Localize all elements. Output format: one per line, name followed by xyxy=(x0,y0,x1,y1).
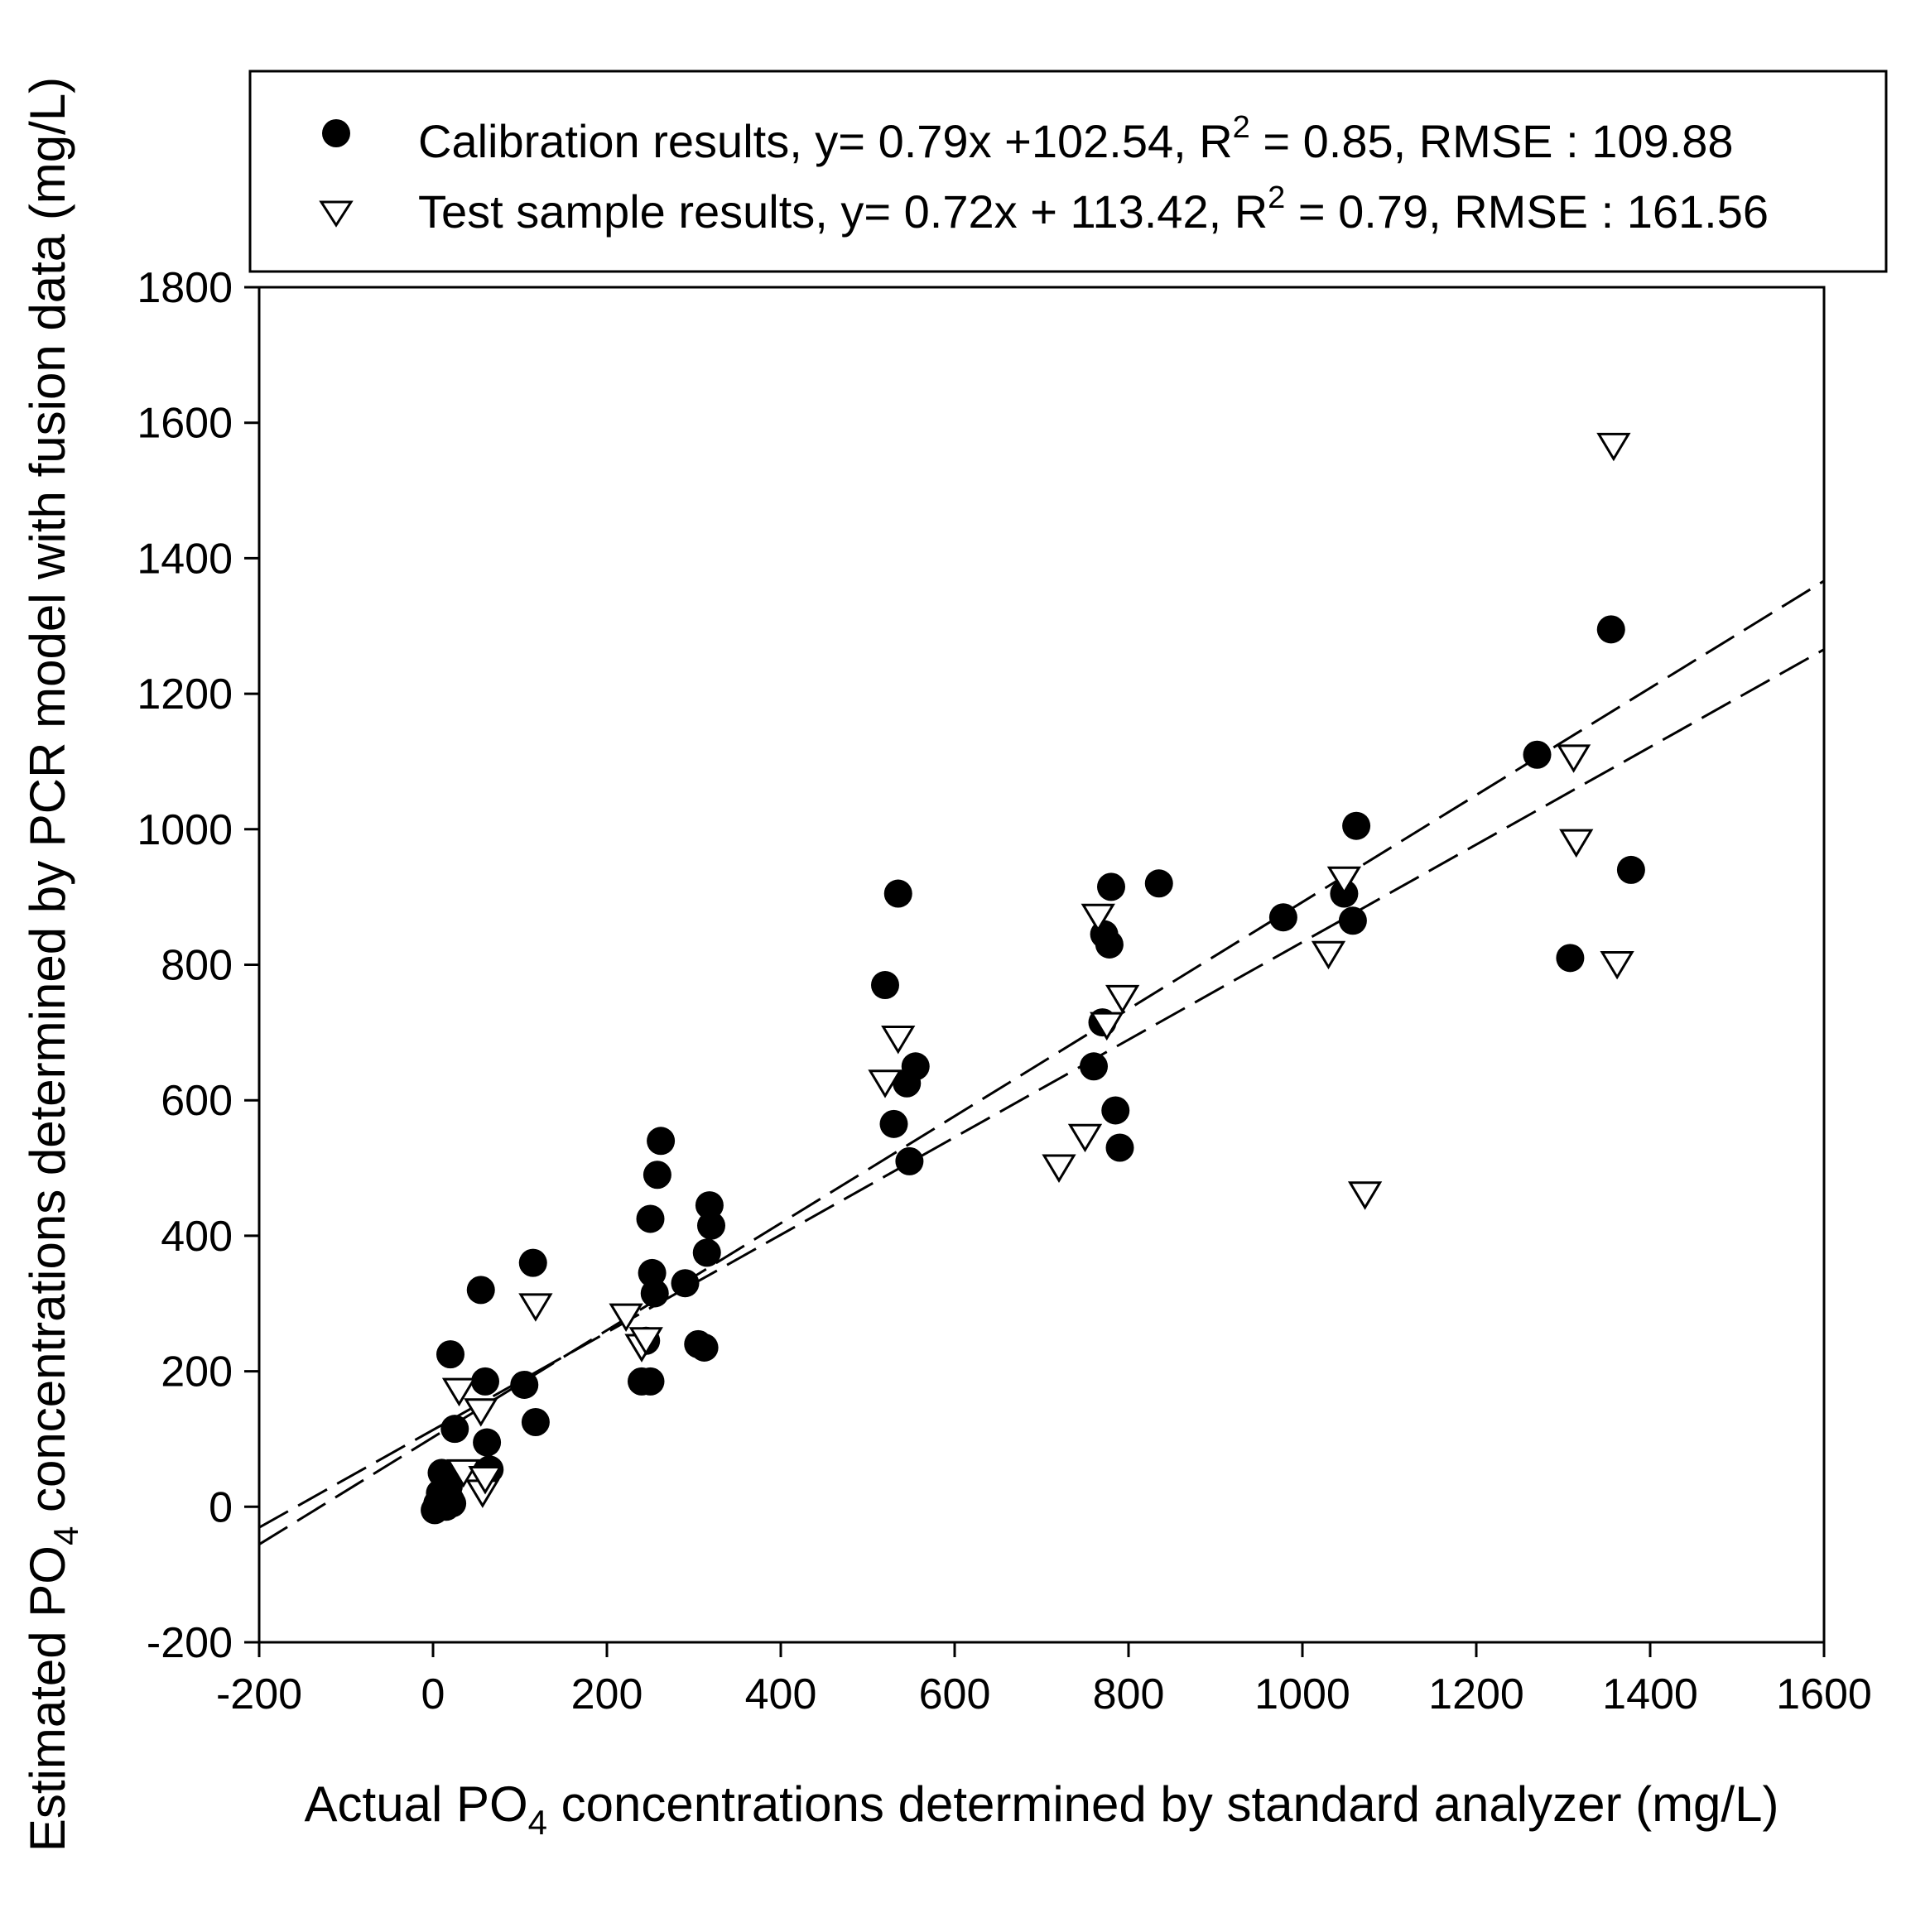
legend-marker-test xyxy=(319,200,354,228)
calibration-point xyxy=(473,1428,502,1457)
calibration-point xyxy=(895,1146,924,1175)
calibration-point xyxy=(436,1340,464,1369)
calibration-point xyxy=(1101,1096,1130,1125)
legend-marker-calibration xyxy=(322,119,350,147)
x-tick-label: 800 xyxy=(1093,1670,1165,1718)
test-sample-point xyxy=(881,1026,916,1055)
test-sample-point xyxy=(518,1293,553,1322)
calibration-point xyxy=(1342,811,1371,840)
calibration-point xyxy=(879,1109,908,1138)
test-sample-point xyxy=(628,1327,663,1356)
y-tick-label: 1000 xyxy=(137,806,233,854)
calibration-point xyxy=(438,1489,467,1518)
test-sample-point xyxy=(868,1069,902,1098)
data-points xyxy=(421,432,1645,1525)
x-tick-label: -200 xyxy=(216,1670,302,1718)
test-sample-point xyxy=(1347,1181,1383,1210)
y-axis: -200 0 200 400 600 800 1000 1200 1400 1600 1800 xyxy=(137,264,259,1667)
calibration-point xyxy=(883,879,912,908)
y-axis-title: Estimated PO4 concentrations determined … xyxy=(20,77,85,1852)
calibration-point xyxy=(636,1204,665,1233)
calibration-point xyxy=(636,1367,665,1396)
test-sample-point xyxy=(441,1377,477,1407)
test-sample-point xyxy=(1326,866,1362,896)
calibration-point xyxy=(1523,740,1552,769)
x-tick-label: 1000 xyxy=(1254,1670,1350,1718)
calibration-point xyxy=(640,1279,669,1308)
legend: Calibration results, y= 0.79x +102.54, R… xyxy=(248,70,1888,273)
calibration-point xyxy=(1095,930,1124,959)
legend-label-test: Test sample results, y= 0.72x + 113.42, … xyxy=(418,180,1769,238)
y-tick-label: 600 xyxy=(161,1077,233,1125)
legend-box xyxy=(248,70,1888,273)
calibration-point xyxy=(521,1407,550,1436)
y-tick-label: 1800 xyxy=(137,264,233,312)
x-tick-label: 1400 xyxy=(1602,1670,1698,1718)
y-tick-label: -200 xyxy=(147,1619,233,1667)
calibration-point xyxy=(647,1127,676,1156)
calibration-point xyxy=(1616,855,1645,884)
y-tick-label: 1400 xyxy=(137,535,233,583)
fit-line-test-sample-results xyxy=(258,648,1825,1529)
calibration-point xyxy=(440,1415,469,1444)
calibration-point xyxy=(871,971,899,1000)
y-tick-label: 1600 xyxy=(137,400,233,448)
x-tick-label: 600 xyxy=(919,1670,991,1718)
calibration-point xyxy=(901,1052,930,1081)
legend-label-calibration: Calibration results, y= 0.79x +102.54, R… xyxy=(418,110,1734,167)
fit-line-calibration-results xyxy=(258,579,1825,1545)
test-sample-point xyxy=(1556,744,1591,773)
x-tick-label: 1600 xyxy=(1776,1670,1872,1718)
calibration-point xyxy=(695,1191,724,1220)
y-tick-label: 800 xyxy=(161,942,233,990)
test-sample-point xyxy=(1105,984,1140,1014)
calibration-point xyxy=(692,1238,721,1267)
calibration-point xyxy=(1097,872,1125,901)
x-axis: -200 0 200 400 600 800 1000 1200 1400 1600 xyxy=(216,1642,1872,1718)
x-tick-label: 200 xyxy=(571,1670,643,1718)
test-sample-point xyxy=(464,1398,498,1427)
test-sample-point xyxy=(1596,432,1631,462)
calibration-point xyxy=(690,1333,719,1362)
y-tick-label: 200 xyxy=(161,1348,233,1396)
calibration-point xyxy=(1105,1133,1134,1162)
test-sample-point xyxy=(1081,903,1115,933)
calibration-point xyxy=(1596,615,1625,644)
calibration-point xyxy=(510,1370,539,1399)
y-tick-label: 1200 xyxy=(137,670,233,718)
test-sample-point xyxy=(609,1303,643,1333)
test-sample-point xyxy=(1042,1154,1076,1183)
test-sample-point xyxy=(1067,1123,1103,1153)
calibration-point xyxy=(518,1248,547,1277)
test-sample-point xyxy=(1559,829,1594,858)
calibration-point xyxy=(1268,903,1297,932)
x-tick-label: 400 xyxy=(745,1670,817,1718)
test-sample-point xyxy=(1311,940,1346,970)
test-sample-point xyxy=(468,1466,503,1495)
calibration-point xyxy=(1144,869,1173,898)
x-tick-label: 0 xyxy=(421,1670,445,1718)
calibration-point xyxy=(1556,944,1585,973)
x-axis-title: Actual PO4 concentrations determined by … xyxy=(305,1776,1779,1842)
calibration-point xyxy=(1080,1052,1108,1081)
calibration-point xyxy=(671,1269,700,1298)
calibration-point xyxy=(1338,906,1367,935)
calibration-point xyxy=(471,1367,499,1396)
y-tick-label: 400 xyxy=(161,1213,233,1261)
x-tick-label: 1200 xyxy=(1428,1670,1524,1718)
test-sample-point xyxy=(1090,1012,1124,1041)
calibration-point xyxy=(643,1161,671,1189)
calibration-point xyxy=(466,1276,495,1305)
calibration-point xyxy=(697,1211,725,1240)
test-sample-point xyxy=(1600,951,1634,980)
y-tick-label: 0 xyxy=(209,1483,233,1531)
